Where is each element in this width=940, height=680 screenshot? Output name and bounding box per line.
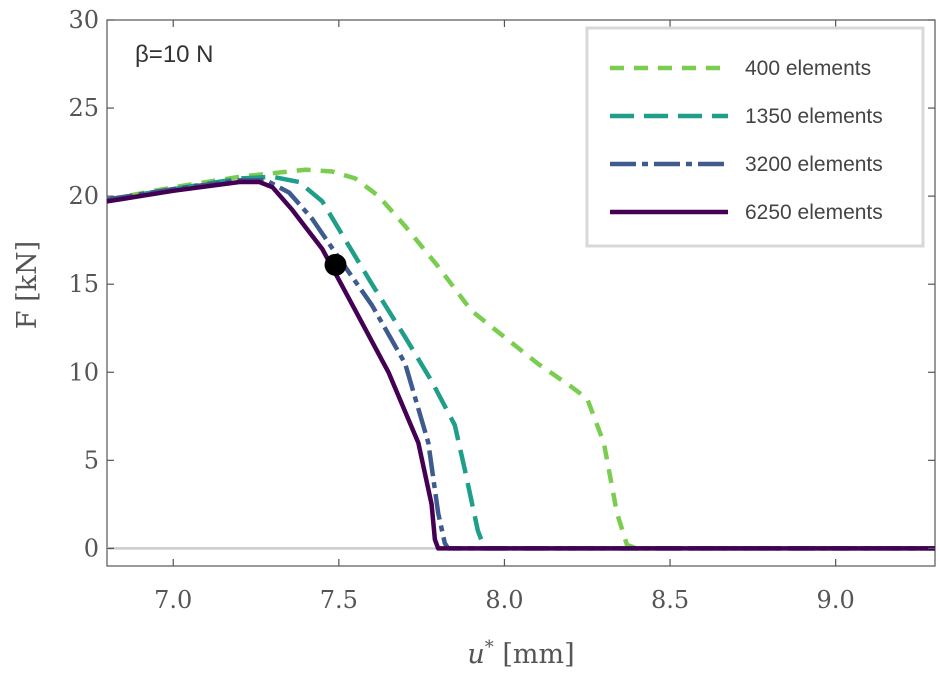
y-tick-label: 20 <box>68 182 99 210</box>
beta-annotation: β=10 N <box>135 41 214 68</box>
legend-label: 3200 elements <box>745 153 883 176</box>
tick-layer: 7.0 7.5 8.0 8.5 9.0 0 5 10 15 20 25 30 <box>68 6 935 614</box>
series-line-1350 <box>106 174 935 551</box>
x-axis-label: u* [mm] <box>467 637 574 670</box>
legend-box <box>585 26 925 248</box>
y-tick-label: 0 <box>84 534 99 562</box>
legend-label: 1350 elements <box>745 105 883 128</box>
legend-label: 6250 elements <box>745 201 883 224</box>
x-tick-label: 9.0 <box>817 586 855 614</box>
x-tick-label: 7.0 <box>154 586 192 614</box>
y-tick-label: 30 <box>68 6 99 34</box>
plot-frame <box>106 19 936 567</box>
y-tick-label: 25 <box>68 94 99 122</box>
y-tick-label: 15 <box>68 270 99 298</box>
x-tick-label: 7.5 <box>320 586 358 614</box>
highlight-marker <box>324 253 347 276</box>
legend-label: 400 elements <box>745 57 871 80</box>
y-axis-label: F [kN] <box>12 241 43 329</box>
y-tick-label: 5 <box>84 446 99 474</box>
y-tick-label: 10 <box>68 358 99 386</box>
series-layer <box>106 167 935 551</box>
legend: 400 elements 1350 elements 3200 elements 62… <box>585 26 925 248</box>
x-tick-label: 8.5 <box>651 586 689 614</box>
x-tick-label: 8.0 <box>485 586 523 614</box>
series-line-6250 <box>106 179 935 551</box>
series-line-400 <box>106 167 935 551</box>
